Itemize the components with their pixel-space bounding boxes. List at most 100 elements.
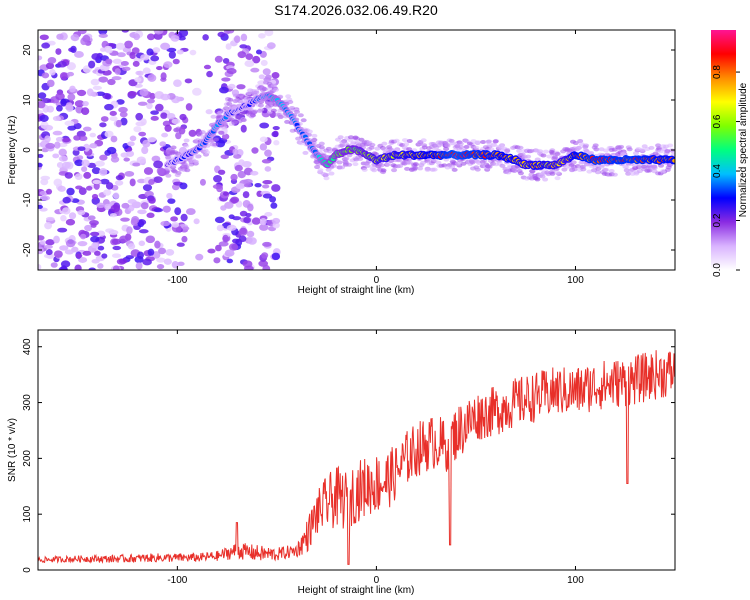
- spectrogram-halo-cell: [406, 139, 413, 144]
- snr-plot: -100 0 100 0 100 200 300 400 Height of straight…: [7, 329, 676, 596]
- spectrogram-noise-cell: [129, 135, 137, 142]
- spectrogram-noise-cell: [237, 51, 247, 59]
- spectrogram-noise-cell: [271, 217, 281, 224]
- spectrogram-noise-cell: [215, 139, 226, 148]
- spectrogram-noise-cell: [178, 126, 186, 135]
- spectrogram-halo-cell: [237, 99, 244, 104]
- spectrogram-noise-cell: [163, 61, 173, 68]
- spectrogram-noise-cell: [119, 111, 128, 118]
- spectrogram-noise-cell: [45, 62, 55, 70]
- spectrogram-halo-cell: [667, 143, 674, 148]
- snr-ytick-label: 0: [22, 567, 33, 573]
- spectrogram-halo-cell: [311, 137, 318, 142]
- spectrogram-noise-cell: [69, 85, 76, 93]
- spectrogram-halo-cell: [252, 109, 259, 114]
- spectrogram-noise-cell: [127, 91, 138, 97]
- spectrogram-halo-cell: [385, 162, 392, 167]
- spectrogram-noise-cell: [251, 147, 259, 154]
- spectrogram-noise-cell: [109, 110, 117, 116]
- spectrogram-noise-cell: [237, 170, 246, 179]
- spectrogram-noise-cell: [189, 49, 197, 56]
- colorbar-tick-label: 0.6: [712, 114, 723, 128]
- spectrogram-halo-cell: [542, 177, 549, 182]
- spectrogram-ytick-label: -20: [22, 242, 33, 257]
- spectrogram-halo-cell: [210, 114, 217, 119]
- spectrogram-halo-cell: [165, 155, 172, 160]
- spectrogram-halo-cell: [486, 164, 493, 169]
- spectrogram-halo-cell: [336, 160, 343, 165]
- spectrogram-noise-cell: [264, 166, 272, 172]
- spectrogram-noise-cell: [55, 136, 64, 142]
- spectrogram-noise-cell: [121, 30, 129, 33]
- spectrogram-noise-cell: [172, 58, 180, 65]
- spectrogram-noise-cell: [115, 119, 122, 128]
- spectrogram-noise-cell: [143, 167, 154, 175]
- spectrogram-halo-cell: [563, 164, 570, 169]
- spectrogram-noise-cell: [41, 72, 50, 79]
- spectrogram-halo-cell: [517, 171, 524, 176]
- spectrogram-noise-cell: [105, 58, 113, 65]
- spectrogram-halo-cell: [635, 165, 642, 170]
- spectrogram-halo-cell: [626, 147, 633, 152]
- spectrogram-noise-cell: [103, 189, 112, 196]
- spectrogram-halo-cell: [416, 141, 423, 146]
- spectrogram-halo-cell: [358, 137, 365, 142]
- spectrogram-halo-cell: [300, 118, 307, 123]
- spectrogram-halo-cell: [261, 87, 268, 92]
- spectrogram-noise-cell: [90, 235, 100, 243]
- spectrogram-noise-cell: [38, 55, 43, 61]
- spectrogram-halo-cell: [403, 142, 410, 147]
- spectrogram-noise-cell: [140, 202, 149, 210]
- spectrogram-noise-cell: [90, 231, 100, 237]
- spectrogram-noise-cell: [171, 221, 180, 228]
- spectrogram-noise-cell: [83, 171, 92, 179]
- spectrogram-halo-cell: [651, 165, 658, 170]
- spectrogram-noise-cell: [76, 89, 87, 97]
- spectrogram-noise-cell: [160, 220, 171, 227]
- spectrogram-noise-cell: [160, 93, 171, 101]
- snr-background: [38, 330, 675, 570]
- spectrogram-noise-cell: [168, 51, 176, 59]
- spectrogram-noise-cell: [226, 68, 237, 75]
- spectrogram-noise-cell: [104, 203, 112, 210]
- spectrogram-noise-cell: [222, 234, 229, 243]
- spectrogram-noise-cell: [259, 143, 268, 151]
- spectrogram-noise-cell: [77, 30, 87, 35]
- spectrogram-noise-cell: [126, 150, 135, 158]
- spectrogram-halo-cell: [648, 145, 655, 150]
- spectrogram-noise-cell: [227, 83, 236, 90]
- spectrogram-noise-cell: [90, 222, 97, 228]
- spectrogram-noise-cell: [110, 204, 120, 213]
- snr-ytick-label: 200: [22, 450, 33, 467]
- spectrogram-halo-cell: [417, 166, 424, 171]
- spectrogram-noise-cell: [72, 149, 80, 156]
- spectrogram-noise-cell: [251, 217, 261, 225]
- spectrogram-noise-cell: [133, 33, 140, 41]
- spectrogram-noise-cell: [184, 78, 193, 84]
- spectrogram-halo-cell: [455, 161, 462, 166]
- spectrogram-noise-cell: [247, 203, 254, 212]
- spectrogram-halo-cell: [302, 150, 309, 155]
- spectrogram-noise-cell: [86, 88, 94, 97]
- spectrogram-halo-cell: [594, 170, 601, 175]
- spectrogram-noise-cell: [160, 112, 168, 119]
- spectrogram-halo-cell: [181, 162, 188, 167]
- spectrogram-noise-cell: [206, 70, 213, 78]
- spectrogram-noise-cell: [111, 238, 122, 245]
- snr-axes: -100 0 100 0 100 200 300 400: [22, 330, 675, 586]
- spectrogram-noise-cell: [245, 53, 254, 61]
- spectrogram-halo-cell: [598, 164, 605, 169]
- spectrogram-noise-cell: [67, 93, 76, 101]
- spectrogram-noise-cell: [151, 155, 161, 163]
- colorbar-tick-label: 0.0: [712, 263, 723, 277]
- spectrogram-noise-cell: [142, 258, 152, 266]
- spectrogram-halo-cell: [625, 171, 632, 176]
- spectrogram-halo-cell: [183, 143, 190, 148]
- spectrogram-noise-cell: [217, 169, 226, 175]
- spectrogram-noise-cell: [176, 242, 185, 247]
- spectrogram-noise-cell: [115, 42, 125, 50]
- spectrogram-noise-cell: [90, 78, 100, 86]
- spectrogram-noise-cell: [232, 148, 239, 156]
- spectrogram-xtick-label: 100: [567, 275, 584, 286]
- spectrogram-noise-cell: [262, 193, 273, 199]
